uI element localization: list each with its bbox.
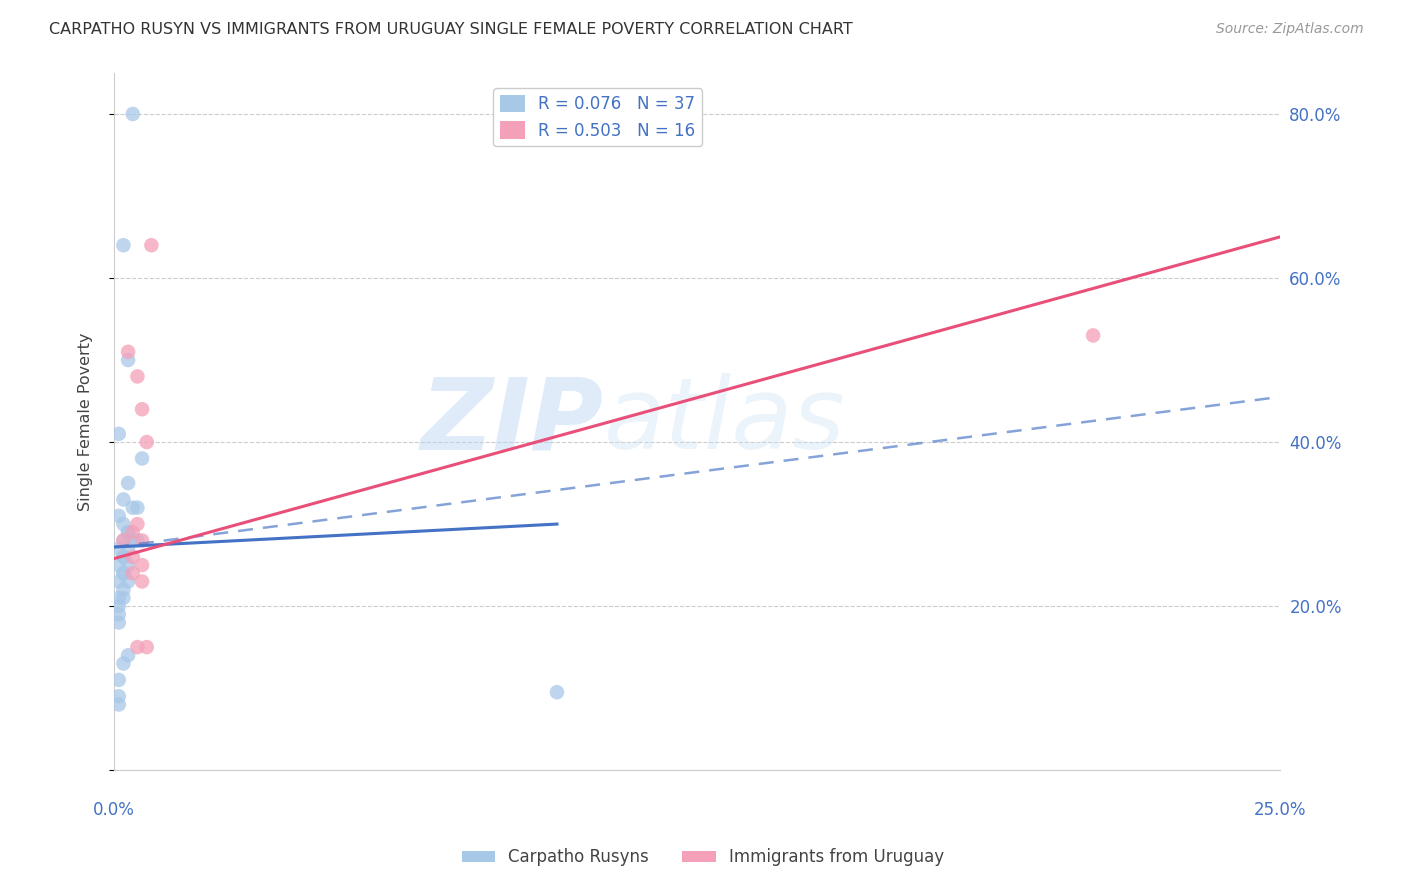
Point — [121, 525, 143, 540]
Point — [112, 238, 135, 252]
Point — [546, 685, 568, 699]
Point — [107, 690, 129, 704]
Point — [121, 549, 143, 564]
Point — [135, 640, 157, 654]
Point — [112, 492, 135, 507]
Point — [1081, 328, 1104, 343]
Point — [117, 648, 139, 663]
Text: 25.0%: 25.0% — [1253, 802, 1306, 820]
Point — [112, 549, 135, 564]
Point — [117, 344, 139, 359]
Point — [141, 238, 163, 252]
Point — [112, 517, 135, 532]
Legend: Carpatho Rusyns, Immigrants from Uruguay: Carpatho Rusyns, Immigrants from Uruguay — [456, 842, 950, 873]
Point — [131, 533, 153, 548]
Point — [107, 698, 129, 712]
Point — [107, 574, 129, 589]
Point — [121, 107, 143, 121]
Point — [131, 451, 153, 466]
Point — [107, 541, 129, 556]
Point — [112, 582, 135, 597]
Point — [107, 558, 129, 572]
Point — [117, 541, 139, 556]
Point — [121, 533, 143, 548]
Point — [107, 508, 129, 523]
Point — [135, 435, 157, 450]
Point — [112, 549, 135, 564]
Point — [117, 525, 139, 540]
Point — [112, 566, 135, 581]
Text: 0.0%: 0.0% — [93, 802, 135, 820]
Point — [117, 476, 139, 491]
Point — [112, 533, 135, 548]
Point — [131, 402, 153, 417]
Point — [127, 640, 149, 654]
Point — [107, 591, 129, 605]
Text: Source: ZipAtlas.com: Source: ZipAtlas.com — [1216, 22, 1364, 37]
Point — [131, 574, 153, 589]
Point — [127, 517, 149, 532]
Point — [107, 599, 129, 613]
Point — [112, 591, 135, 605]
Point — [127, 533, 149, 548]
Point — [127, 369, 149, 384]
Text: atlas: atlas — [603, 373, 845, 470]
Point — [107, 615, 129, 630]
Point — [112, 657, 135, 671]
Point — [117, 525, 139, 540]
Point — [107, 426, 129, 441]
Point — [127, 500, 149, 515]
Text: ZIP: ZIP — [420, 373, 603, 470]
Point — [107, 607, 129, 622]
Point — [121, 566, 143, 581]
Point — [117, 353, 139, 368]
Text: CARPATHO RUSYN VS IMMIGRANTS FROM URUGUAY SINGLE FEMALE POVERTY CORRELATION CHAR: CARPATHO RUSYN VS IMMIGRANTS FROM URUGUA… — [49, 22, 853, 37]
Point — [121, 500, 143, 515]
Point — [117, 574, 139, 589]
Legend: R = 0.076   N = 37, R = 0.503   N = 16: R = 0.076 N = 37, R = 0.503 N = 16 — [494, 88, 702, 146]
Point — [112, 566, 135, 581]
Point — [112, 533, 135, 548]
Point — [107, 673, 129, 687]
Y-axis label: Single Female Poverty: Single Female Poverty — [79, 333, 93, 511]
Point — [117, 558, 139, 572]
Point — [131, 558, 153, 572]
